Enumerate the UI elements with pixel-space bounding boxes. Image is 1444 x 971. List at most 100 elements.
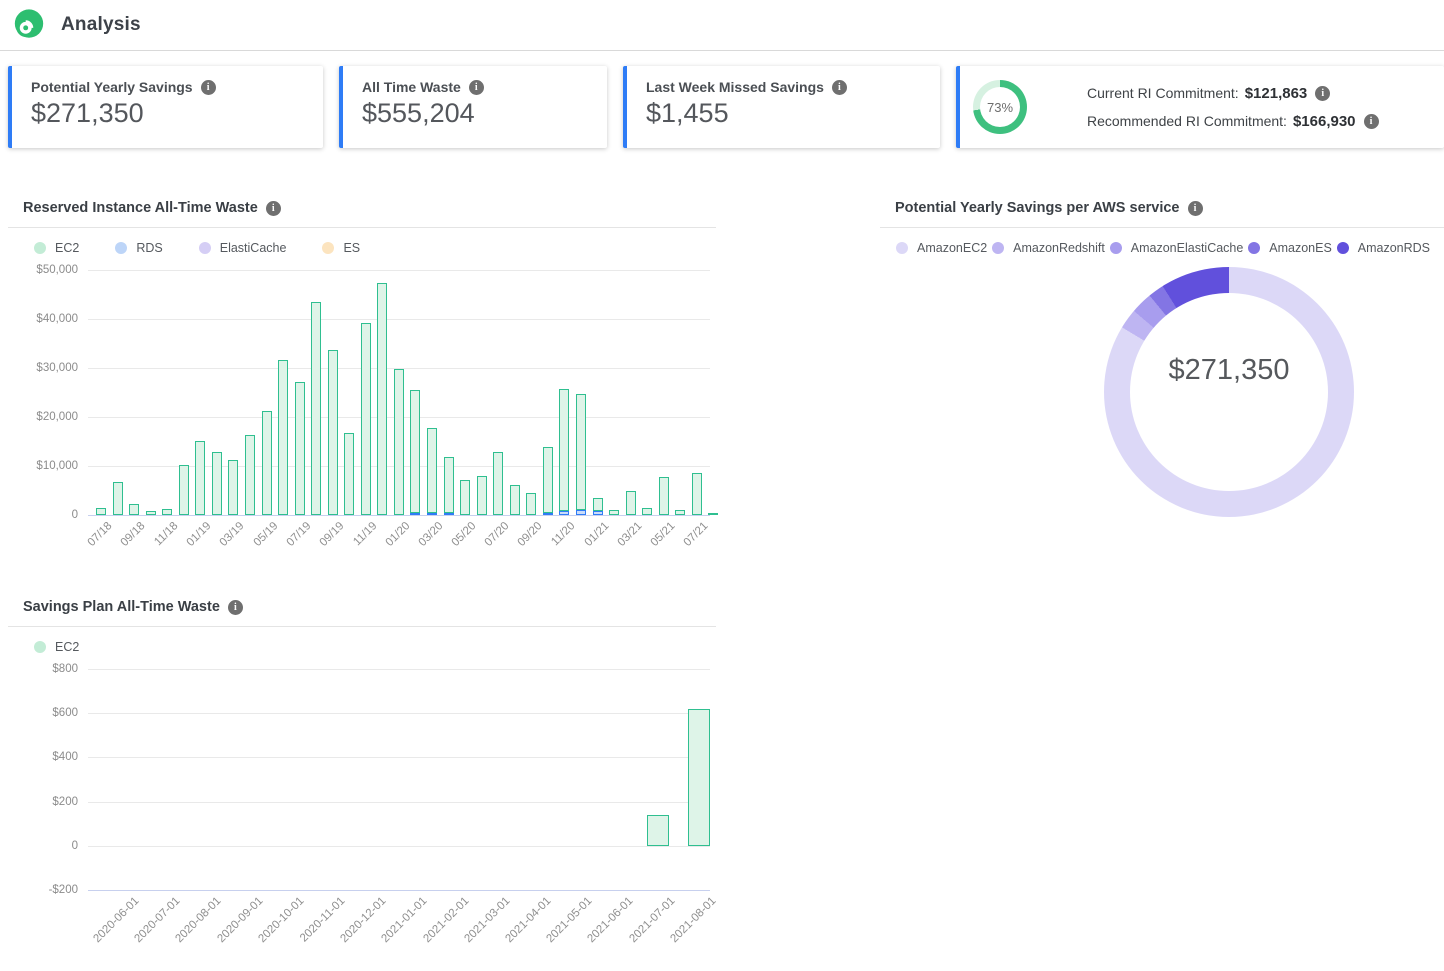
bar-ec2-08/21[interactable] xyxy=(708,513,719,515)
legend-item-amazones[interactable]: AmazonES xyxy=(1248,241,1332,255)
chart-legend: EC2 RDS ElastiCache ES xyxy=(8,228,716,255)
bar-ec2-10/18[interactable] xyxy=(145,510,156,515)
y-axis-tick: -$200 xyxy=(48,884,78,896)
bar-ec2-10/20[interactable] xyxy=(542,446,553,513)
bar-ec2-09/19[interactable] xyxy=(327,349,338,515)
bar-rds-02/20[interactable] xyxy=(410,512,421,515)
bar-rds-03/20[interactable] xyxy=(427,513,437,515)
x-axis-tick: 07/19 xyxy=(284,520,314,549)
bar-ec2-07/20[interactable] xyxy=(493,451,504,515)
gridline xyxy=(88,669,710,670)
bar-ec2-04/19[interactable] xyxy=(244,434,255,515)
legend-item-amazonredshift[interactable]: AmazonRedshift xyxy=(992,241,1105,255)
info-icon[interactable]: i xyxy=(831,79,847,95)
bar-ec2-07/21[interactable] xyxy=(691,472,702,515)
info-icon[interactable]: i xyxy=(468,79,484,95)
gridline xyxy=(88,757,710,759)
bar-ec2-01/21[interactable] xyxy=(592,498,603,512)
bar-ec2-12/18[interactable] xyxy=(178,465,189,515)
gridline xyxy=(88,319,710,320)
donut-ring[interactable] xyxy=(1104,267,1354,517)
bar-ec2-02/20[interactable] xyxy=(410,389,421,513)
bar-ec2-02/19[interactable] xyxy=(211,451,222,515)
bar-ec2-07/18[interactable] xyxy=(96,508,106,515)
y-axis-tick: $40,000 xyxy=(36,313,78,325)
legend-dot-icon xyxy=(896,242,908,254)
bar-ec2-01/19[interactable] xyxy=(195,441,206,515)
legend-item-amazonelasticache[interactable]: AmazonElastiCache xyxy=(1109,241,1243,255)
bar-ec2-2021-07-01[interactable] xyxy=(646,814,669,846)
card-potential-yearly-savings: Potential Yearly Savings i $271,350 xyxy=(8,66,323,148)
bar-rds-10/20[interactable] xyxy=(542,512,553,515)
y-axis-tick: $20,000 xyxy=(36,411,78,423)
bar-ec2-11/19[interactable] xyxy=(360,322,371,515)
card-last-week-missed-savings: Last Week Missed Savings i $1,455 xyxy=(623,66,940,148)
legend-item-es[interactable]: ES xyxy=(322,241,360,255)
x-axis-tick: 01/19 xyxy=(184,520,214,549)
x-axis-tick: 07/18 xyxy=(85,520,115,549)
bar-rds-04/20[interactable] xyxy=(443,513,454,515)
bar-ec2-06/19[interactable] xyxy=(278,359,289,515)
x-axis-tick: 03/21 xyxy=(615,520,645,549)
donut-center-value: $271,350 xyxy=(1168,353,1290,386)
bar-ec2-07/19[interactable] xyxy=(294,381,305,515)
bar-ec2-11/20[interactable] xyxy=(559,388,570,511)
legend-item-ec2[interactable]: EC2 xyxy=(34,640,79,654)
ri-coverage-ring: 73% xyxy=(973,80,1027,134)
card-value: $555,204 xyxy=(362,98,475,128)
card-label: Potential Yearly Savings xyxy=(31,79,193,95)
bar-ec2-05/20[interactable] xyxy=(460,479,471,515)
bar-ec2-08/20[interactable] xyxy=(509,485,520,515)
bar-ec2-05/19[interactable] xyxy=(261,410,272,515)
bar-ec2-11/18[interactable] xyxy=(162,509,173,515)
bar-ec2-03/20[interactable] xyxy=(427,428,437,514)
info-icon[interactable]: i xyxy=(265,200,281,216)
current-ri-commitment-row: Current RI Commitment: $121,863 i xyxy=(1087,85,1379,102)
info-icon[interactable]: i xyxy=(1315,85,1331,101)
legend-item-amazonrds[interactable]: AmazonRDS xyxy=(1336,241,1430,255)
bar-ec2-2021-08-01[interactable] xyxy=(687,708,710,846)
legend-item-rds[interactable]: RDS xyxy=(115,241,163,255)
chart-legend: AmazonEC2 AmazonRedshift AmazonElastiCache… xyxy=(880,228,1444,255)
bar-ec2-06/21[interactable] xyxy=(675,510,686,515)
legend-dot-icon xyxy=(1248,242,1261,254)
card-all-time-waste: All Time Waste i $555,204 xyxy=(339,66,607,148)
page-title: Analysis xyxy=(61,14,141,35)
bar-ec2-03/19[interactable] xyxy=(228,459,239,515)
bar-ec2-08/19[interactable] xyxy=(311,301,322,515)
x-axis-tick: 11/19 xyxy=(351,520,380,549)
bar-ec2-01/20[interactable] xyxy=(393,368,404,515)
info-icon[interactable]: i xyxy=(1363,113,1379,129)
bar-ec2-12/19[interactable] xyxy=(377,282,388,515)
bar-rds-11/20[interactable] xyxy=(559,510,570,515)
bar-ec2-04/20[interactable] xyxy=(443,456,454,514)
bar-ec2-09/20[interactable] xyxy=(526,492,537,515)
bar-ec2-03/21[interactable] xyxy=(625,491,636,515)
bar-rds-12/20[interactable] xyxy=(575,510,586,515)
legend-item-amazonec2[interactable]: AmazonEC2 xyxy=(896,241,987,255)
bar-ec2-10/19[interactable] xyxy=(344,432,355,515)
bar-rds-01/21[interactable] xyxy=(592,511,603,515)
bar-ec2-09/18[interactable] xyxy=(129,503,140,515)
legend-dot-icon xyxy=(34,242,46,254)
info-icon[interactable]: i xyxy=(200,79,216,95)
legend-item-ec2[interactable]: EC2 xyxy=(34,241,79,255)
bar-ec2-06/20[interactable] xyxy=(476,475,487,515)
x-axis-tick: 03/20 xyxy=(416,520,446,549)
legend-item-elasticache[interactable]: ElastiCache xyxy=(198,241,286,255)
bar-ec2-04/21[interactable] xyxy=(642,507,653,515)
card-label: All Time Waste xyxy=(362,79,461,95)
bar-ec2-02/21[interactable] xyxy=(609,510,620,515)
bar-ec2-12/20[interactable] xyxy=(575,394,586,511)
info-icon[interactable]: i xyxy=(227,599,243,615)
x-axis-tick: 05/20 xyxy=(449,520,479,549)
bar-ec2-05/21[interactable] xyxy=(658,477,669,515)
legend-dot-icon xyxy=(198,242,211,254)
panel-savings-plan-waste: Savings Plan All-Time Waste i EC2 $800 $6… xyxy=(8,589,718,965)
panel-reserved-instance-waste: Reserved Instance All-Time Waste i EC2 RD… xyxy=(8,190,719,577)
bar-ec2-08/18[interactable] xyxy=(112,482,123,515)
card-label: Last Week Missed Savings xyxy=(646,79,824,95)
y-axis-tick: $30,000 xyxy=(36,362,78,374)
info-icon[interactable]: i xyxy=(1187,200,1203,216)
x-axis-tick: 09/19 xyxy=(317,520,347,549)
